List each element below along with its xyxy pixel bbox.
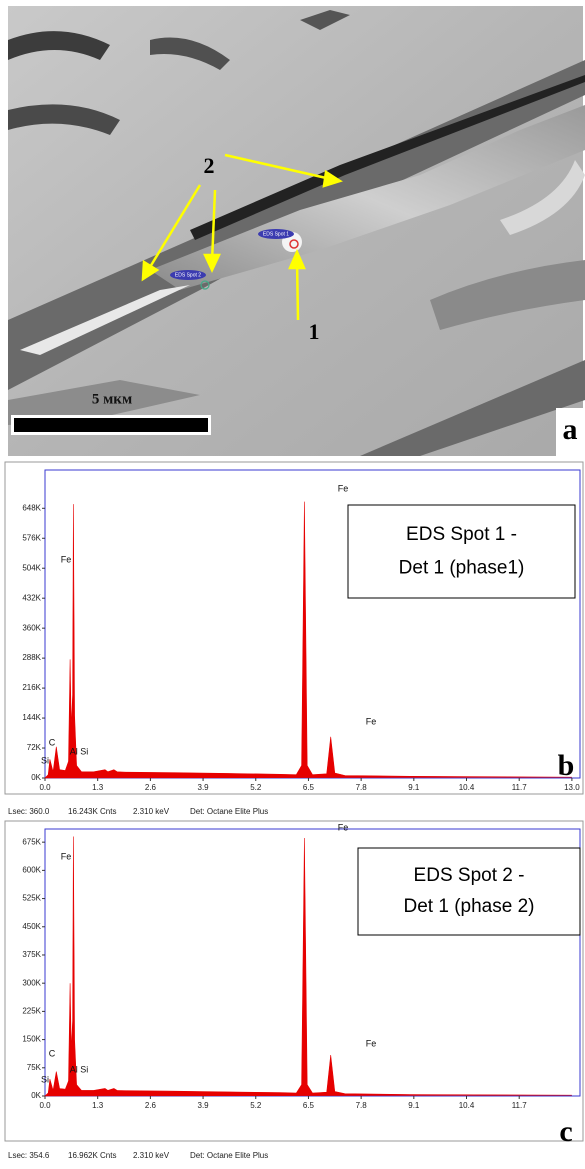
peak-label: Si	[41, 755, 49, 765]
y-tick-label: 300K	[22, 978, 41, 987]
panel-letter: b	[558, 749, 575, 782]
sem-image	[8, 6, 585, 456]
x-tick-label: 10.4	[459, 783, 475, 792]
y-tick-label: 0K	[31, 1091, 41, 1100]
x-tick-label: 7.8	[356, 1101, 368, 1110]
y-tick-label: 216K	[22, 683, 41, 692]
x-tick-label: 0.0	[39, 783, 51, 792]
x-tick-label: 10.4	[459, 1101, 475, 1110]
x-tick-label: 13.0	[564, 783, 580, 792]
y-tick-label: 225K	[22, 1006, 41, 1015]
x-tick-label: 1.3	[92, 783, 104, 792]
y-tick-label: 288K	[22, 653, 41, 662]
footer-text: 2.310 keV	[133, 807, 170, 816]
x-tick-label: 6.5	[303, 1101, 315, 1110]
footer-text: 2.310 keV	[133, 1151, 170, 1160]
x-tick-label: 3.9	[198, 783, 210, 792]
x-tick-label: 3.9	[198, 1101, 210, 1110]
footer-text: Lsec: 360.0	[8, 807, 50, 816]
x-tick-label: 11.7	[512, 783, 528, 792]
arrow-label: 2	[204, 153, 215, 178]
peak-label: Fe	[366, 716, 377, 726]
footer-text: Lsec: 354.6	[8, 1151, 50, 1160]
x-tick-label: 9.1	[408, 783, 420, 792]
y-tick-label: 75K	[27, 1063, 42, 1072]
peak-label: Fe	[338, 483, 349, 493]
peak-label: Si	[41, 1074, 49, 1084]
annotation-box	[357, 847, 581, 936]
x-tick-label: 7.8	[356, 783, 368, 792]
annotation-text: Det 1 (phase1)	[399, 557, 525, 578]
annotation-text: EDS Spot 1 -	[406, 524, 517, 545]
spectrum	[44, 501, 572, 779]
arrow-label: 1	[309, 319, 320, 344]
spot-label: EDS Spot 2	[175, 272, 201, 278]
spectrum	[44, 836, 572, 1097]
x-tick-label: 11.7	[512, 1101, 528, 1110]
y-tick-label: 600K	[22, 865, 41, 874]
annotation-box	[347, 504, 576, 599]
y-tick-label: 360K	[22, 623, 41, 632]
y-tick-label: 675K	[22, 837, 41, 846]
y-tick-label: 504K	[22, 563, 41, 572]
y-tick-label: 150K	[22, 1035, 41, 1044]
y-tick-label: 450K	[22, 922, 41, 931]
x-tick-label: 2.6	[145, 1101, 157, 1110]
panel-letter: a	[563, 413, 578, 446]
footer-text: Det: Octane Elite Plus	[190, 807, 268, 816]
x-tick-label: 5.2	[250, 783, 262, 792]
peak-label: Al Si	[70, 1064, 89, 1074]
panel-letter: c	[559, 1115, 572, 1148]
annotation-text: Det 1 (phase 2)	[404, 896, 535, 917]
annotation-text: EDS Spot 2 -	[414, 865, 525, 886]
y-tick-label: 0K	[31, 773, 41, 782]
x-tick-label: 9.1	[408, 1101, 420, 1110]
x-tick-label: 0.0	[39, 1101, 51, 1110]
y-tick-label: 375K	[22, 950, 41, 959]
peak-label: Fe	[366, 1038, 377, 1048]
footer-text: Det: Octane Elite Plus	[190, 1151, 268, 1160]
y-tick-label: 525K	[22, 894, 41, 903]
peak-label: Al Si	[70, 746, 89, 756]
y-tick-label: 432K	[22, 593, 41, 602]
x-tick-label: 1.3	[92, 1101, 104, 1110]
peak-label: Fe	[61, 851, 72, 861]
y-tick-label: 144K	[22, 713, 41, 722]
x-tick-label: 2.6	[145, 783, 157, 792]
plot-frame	[44, 828, 581, 1097]
x-tick-label: 6.5	[303, 783, 315, 792]
scale-label: 5 мкм	[92, 391, 132, 407]
spot-label: EDS Spot 1	[263, 231, 289, 237]
footer-text: 16.243K Cnts	[68, 807, 116, 816]
x-tick-label: 5.2	[250, 1101, 262, 1110]
peak-label: C	[49, 1048, 56, 1058]
y-tick-label: 576K	[22, 533, 41, 542]
y-tick-label: 648K	[22, 503, 41, 512]
peak-label: C	[49, 737, 56, 747]
y-tick-label: 72K	[27, 743, 42, 752]
peak-label: Fe	[338, 822, 349, 832]
footer-text: 16.962K Cnts	[68, 1151, 116, 1160]
peak-label: Fe	[61, 554, 72, 564]
plot-frame	[44, 469, 581, 779]
